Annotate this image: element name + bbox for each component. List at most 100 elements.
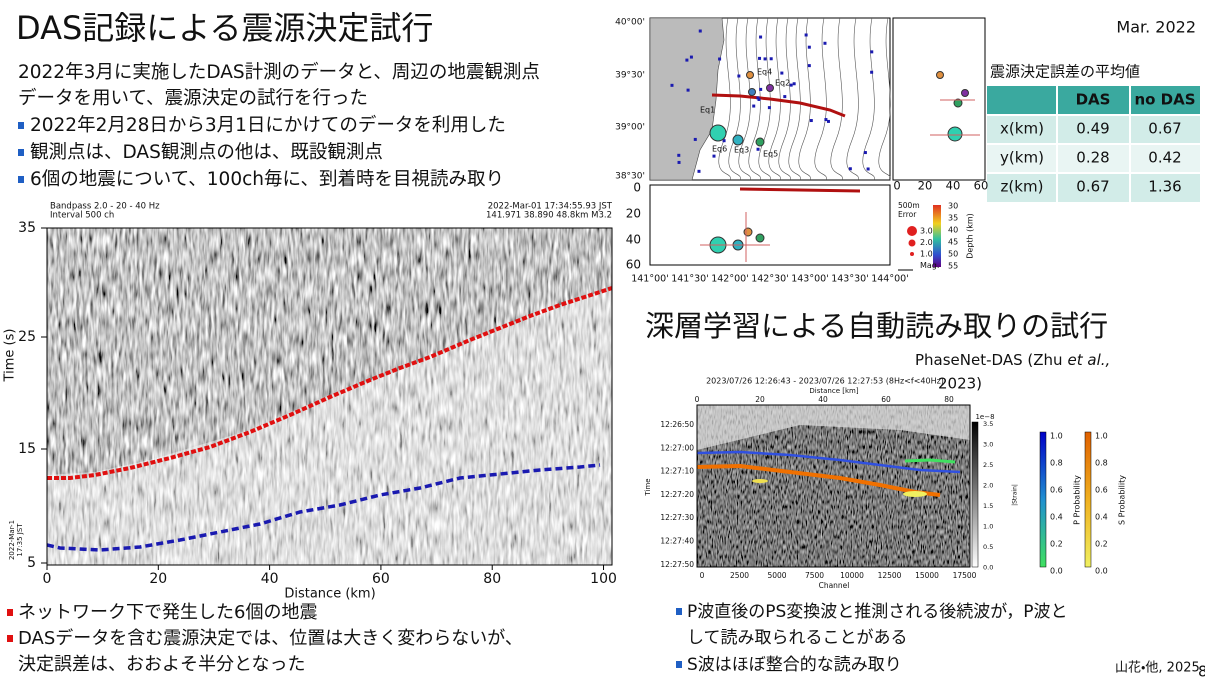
event-label: Eq4 [757,68,772,77]
station [756,96,760,100]
y-tick-label: 12:27:40 [660,537,694,546]
y-tick-label: 12:27:20 [660,490,694,499]
event-eq3 [732,134,744,146]
table-cell: 0.67 [1148,120,1181,138]
x-tick-label: 2500 [730,571,749,580]
station [718,57,722,61]
intro-line: 2022年3月に実施したDAS計測のデータと、周辺の地震観測点 [18,62,540,83]
colorbar-tick: 3.5 [983,420,993,428]
y-tick-label: 12:26:50 [660,420,694,429]
bullet [18,176,24,183]
date: Mar. 2022 [1116,18,1196,37]
station [697,169,701,173]
depth-tick-label: 0 [633,181,641,195]
credit-italic: et al., [1068,351,1111,369]
event-label: Eq5 [763,150,778,159]
pn-frame [696,404,971,568]
contour [814,17,827,181]
table-cell: 1.36 [1148,178,1181,196]
axis-label: Channel [819,581,850,590]
contour [830,17,843,181]
table-row-bg [987,173,1200,202]
legend-text: 500m [898,201,920,210]
event-eq6 [709,124,727,142]
depth-tick-label: 40 [626,233,641,247]
credit: 2023) [938,375,982,393]
event-label: Eq3 [734,146,749,155]
colorbar-tick: 0.5 [983,543,993,551]
station [689,55,693,59]
x-tick-label: 20 [755,395,765,404]
contour [758,17,771,181]
side-tick-label: 60 [974,179,989,193]
station [826,119,830,123]
station [712,154,716,158]
colorbar-exp: 1e−8 [975,413,994,421]
contour [798,17,811,181]
page-number: 8 [1198,663,1205,681]
colorbar-tick: 0.8 [1095,459,1108,468]
p-prob-late [904,458,956,464]
colorbar-tick: 0.4 [1050,513,1063,522]
lat-tick-label: 40°00' [615,18,645,28]
table-header-bg [987,86,1200,115]
table-cell: 0.42 [1148,149,1181,167]
colorbar-tick: 0.6 [1095,486,1108,495]
lon-tick-label: 142°00' [711,274,749,285]
event-label: Eq2 [775,79,790,88]
legend-text: Mag. [920,261,939,270]
das-traces [49,228,610,565]
finding-text: DASデータを含む震源決定では、位置は大きく変わらないが、 [18,628,523,649]
lat-tick-label: 38°30' [615,172,645,182]
colorbar-tick: 1.5 [983,502,993,510]
colorbar-tick: 3.0 [983,441,993,449]
side-event [947,126,963,142]
table-header: no DAS [1134,91,1195,109]
side-tick-label: 0 [893,179,900,193]
table-cell: y(km) [1000,149,1044,167]
contour [846,17,859,181]
colorbar-tick: 2.0 [983,482,993,490]
x-tick-label: 80 [944,395,954,404]
y-tick-label: 12:27:10 [660,467,694,476]
depth-tick-label: 20 [626,207,641,221]
table-cell: z(km) [1001,178,1044,196]
das-coda-shade [47,288,612,565]
s-colorbar [1084,431,1092,568]
station [804,33,808,37]
station [677,153,681,157]
x-tick-label: 5000 [767,571,786,580]
legend-text: 2.0 [920,238,933,247]
lon-tick-label: 142°30' [751,274,789,285]
das-cable-depth [739,187,861,193]
table-row-bg [987,115,1200,144]
colorbar-tick: 45 [948,238,958,247]
legend-text: Error [898,210,917,219]
depth-colorbar [933,205,941,267]
side-event [953,98,963,108]
station [757,97,761,101]
station [685,58,689,62]
figure-info: 141.971 38.890 48.8km M3.2 [486,211,612,221]
station [870,70,874,74]
station [823,41,827,45]
colorbar-tick: 50 [948,250,958,259]
das-cable [711,93,846,118]
origin-label: 17:35 JST [16,523,24,557]
note-text: S波はほぼ整合的な読み取り [687,655,902,675]
station [759,35,763,39]
map-side-frame [892,17,986,181]
event-eq1 [748,88,756,96]
colorbar-tick: 0.6 [1050,486,1063,495]
station [848,167,852,171]
station [783,95,787,99]
side-tick-label: 40 [946,179,961,193]
station [758,56,762,60]
side-event [936,71,944,79]
x-tick-label: 0 [43,571,52,587]
bullet [676,608,682,615]
legend-text: 3.0 [920,227,933,236]
table-caption: 震源決定誤差の平均値 [990,63,1140,81]
